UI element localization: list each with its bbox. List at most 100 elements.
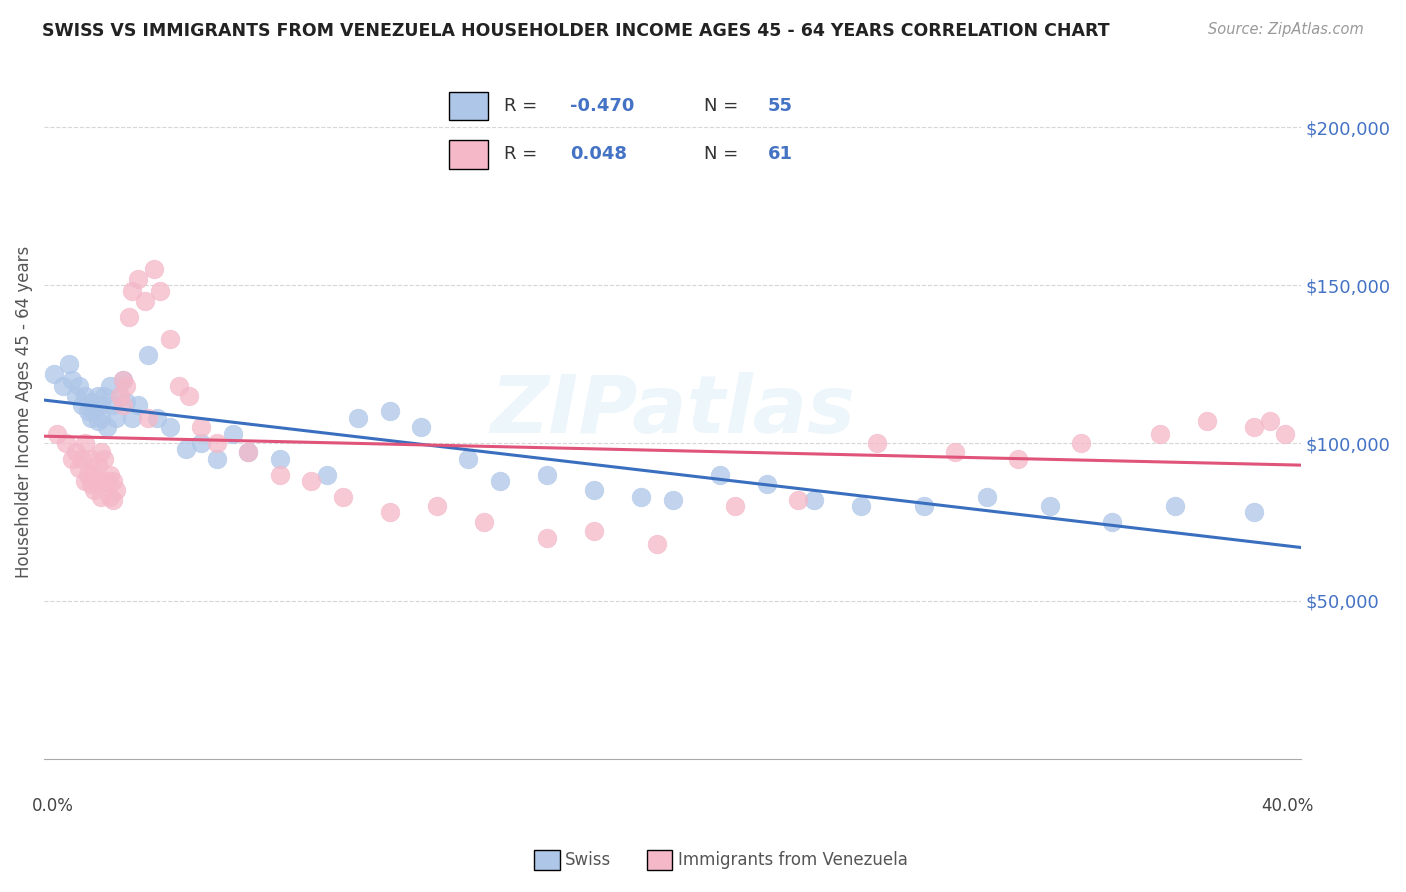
Point — [111, 373, 134, 387]
Point — [52, 379, 75, 393]
Point — [457, 451, 479, 466]
Point — [146, 410, 169, 425]
Point — [238, 445, 260, 459]
Point — [1195, 414, 1218, 428]
Point — [105, 410, 128, 425]
Point — [167, 379, 190, 393]
Text: SWISS VS IMMIGRANTS FROM VENEZUELA HOUSEHOLDER INCOME AGES 45 - 64 YEARS CORRELA: SWISS VS IMMIGRANTS FROM VENEZUELA HOUSE… — [42, 22, 1109, 40]
Point — [98, 467, 121, 482]
Point — [96, 420, 118, 434]
Point — [42, 367, 65, 381]
Point — [174, 442, 197, 457]
Point — [645, 537, 668, 551]
Point — [58, 357, 80, 371]
Point — [1070, 436, 1092, 450]
Point — [108, 389, 131, 403]
Point — [93, 451, 115, 466]
Point — [70, 451, 93, 466]
Point — [80, 410, 103, 425]
Point — [77, 404, 100, 418]
Point — [269, 451, 291, 466]
Point — [90, 445, 112, 459]
Point — [86, 458, 108, 472]
Point — [661, 492, 683, 507]
Point — [1101, 515, 1123, 529]
Point — [1274, 426, 1296, 441]
Point — [787, 492, 810, 507]
Point — [111, 373, 134, 387]
Text: Immigrants from Venezuela: Immigrants from Venezuela — [678, 851, 907, 869]
Point — [103, 474, 125, 488]
Point — [1007, 451, 1029, 466]
Text: 0.0%: 0.0% — [31, 797, 73, 815]
Point — [103, 398, 125, 412]
Point — [1149, 426, 1171, 441]
Point — [111, 398, 134, 412]
Point — [472, 515, 495, 529]
Point — [121, 410, 143, 425]
Point — [1039, 499, 1062, 513]
Point — [332, 490, 354, 504]
Point — [90, 490, 112, 504]
Point — [103, 492, 125, 507]
Point — [98, 490, 121, 504]
Point — [269, 467, 291, 482]
Point — [299, 474, 322, 488]
Point — [943, 445, 966, 459]
Point — [143, 262, 166, 277]
Point — [582, 483, 605, 498]
Text: ZIPatlas: ZIPatlas — [491, 373, 855, 450]
Point — [127, 272, 149, 286]
Point — [73, 474, 96, 488]
Point — [80, 451, 103, 466]
Point — [159, 420, 181, 434]
Point — [426, 499, 449, 513]
Point — [93, 389, 115, 403]
Point — [136, 410, 159, 425]
Point — [378, 404, 401, 418]
Point — [45, 426, 67, 441]
Point — [86, 474, 108, 488]
Point — [105, 483, 128, 498]
Point — [80, 395, 103, 409]
Point — [221, 426, 243, 441]
Point — [488, 474, 510, 488]
Point — [70, 398, 93, 412]
Point — [60, 373, 83, 387]
Point — [803, 492, 825, 507]
Point — [114, 395, 136, 409]
Point — [90, 410, 112, 425]
Point — [205, 451, 228, 466]
Point — [86, 389, 108, 403]
Point — [1164, 499, 1187, 513]
Point — [96, 474, 118, 488]
Point — [190, 420, 212, 434]
Point — [127, 398, 149, 412]
Point — [73, 389, 96, 403]
Point — [190, 436, 212, 450]
Text: Swiss: Swiss — [565, 851, 612, 869]
Point — [709, 467, 731, 482]
Point — [73, 436, 96, 450]
Point — [114, 379, 136, 393]
Point — [108, 389, 131, 403]
Point — [67, 379, 90, 393]
Point — [238, 445, 260, 459]
Point — [755, 477, 778, 491]
Point — [724, 499, 747, 513]
Point — [582, 524, 605, 539]
Point — [536, 531, 558, 545]
Point — [60, 451, 83, 466]
Point — [83, 483, 105, 498]
Point — [80, 477, 103, 491]
Point — [536, 467, 558, 482]
Text: Source: ZipAtlas.com: Source: ZipAtlas.com — [1208, 22, 1364, 37]
Point — [630, 490, 652, 504]
Point — [83, 404, 105, 418]
Point — [86, 414, 108, 428]
Point — [316, 467, 339, 482]
Point — [90, 398, 112, 412]
Text: 40.0%: 40.0% — [1261, 797, 1313, 815]
Point — [77, 467, 100, 482]
Point — [866, 436, 889, 450]
